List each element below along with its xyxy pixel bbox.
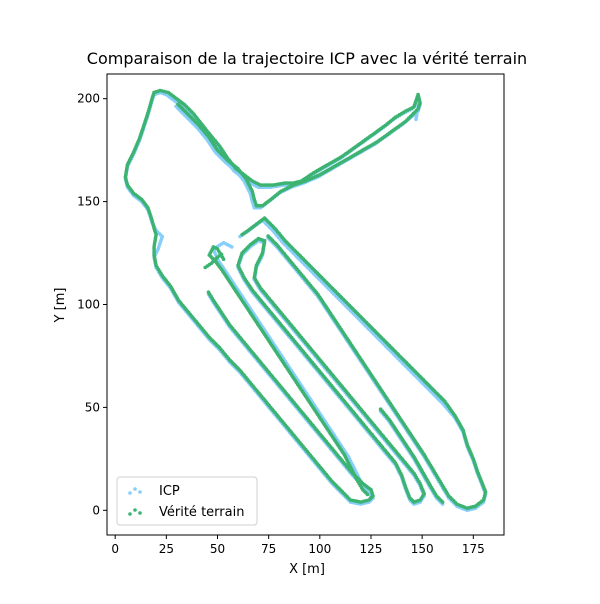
x-tick-label: 100 [308,542,331,556]
y-tick-label: 100 [77,298,100,312]
legend-box [116,476,258,526]
series-v-rit-terrain [123,88,488,511]
y-tick-label: 50 [85,400,100,414]
x-axis-label: X [m] [289,562,325,577]
y-tick-label: 150 [77,195,100,209]
data-point [206,290,211,295]
legend-label: ICP [159,484,180,499]
data-point [266,234,270,238]
legend-marker [128,512,132,516]
legend: ICP Vérité terrain [116,476,258,526]
data-point [219,252,224,257]
data-point [176,102,180,107]
legend-marker [133,487,137,491]
legend-marker [128,491,132,495]
x-tick-label: 75 [261,542,276,556]
legend-label: Vérité terrain [159,505,244,520]
x-tick-label: 25 [159,542,174,556]
legend-marker [138,490,142,494]
legend-marker [133,508,137,512]
y-tick-label: 0 [92,503,100,517]
x-axis: 0 25 50 75 100 125 150 175 [111,535,485,556]
x-tick-label: 125 [360,542,383,556]
y-axis-label: Y [m] [53,288,68,324]
y-axis: 0 50 100 150 200 [77,92,107,517]
x-tick-label: 0 [111,542,119,556]
data-point [365,492,370,497]
legend-marker [138,511,142,515]
x-tick-label: 150 [411,542,434,556]
chart-title: Comparaison de la trajectoire ICP avec l… [87,49,527,68]
data-point [378,407,383,412]
data-point [258,237,263,242]
x-tick-label: 50 [210,542,225,556]
plot-area [123,88,488,513]
y-tick-label: 200 [77,92,100,106]
x-tick-label: 175 [462,542,485,556]
